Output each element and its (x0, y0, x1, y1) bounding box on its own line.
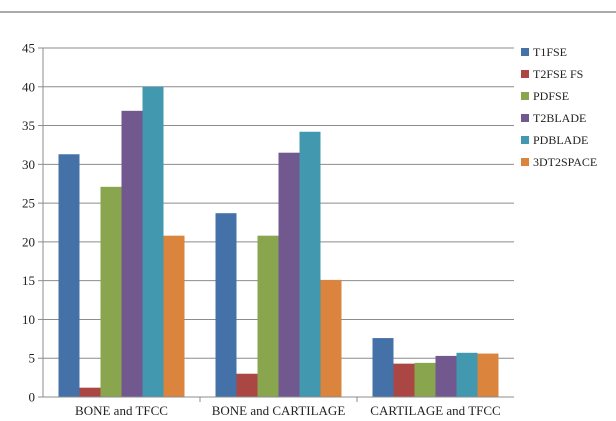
y-tick-label: 35 (22, 118, 35, 133)
legend-swatch (521, 158, 529, 166)
bar (435, 355, 457, 397)
legend-swatch (521, 136, 529, 144)
legend-swatch (521, 70, 529, 78)
x-category-label: CARTILAGE and TFCC (370, 403, 500, 418)
legend-label: T2BLADE (533, 111, 586, 125)
y-tick-label: 15 (22, 273, 35, 288)
x-category-label: BONE and TFCC (75, 403, 168, 418)
y-tick-label: 25 (22, 196, 35, 211)
y-tick-label: 45 (22, 41, 35, 56)
bar (79, 387, 101, 397)
bar (58, 154, 80, 397)
bar (100, 186, 122, 397)
bar (299, 131, 321, 397)
bar (477, 353, 499, 397)
legend-label: T2FSE FS (533, 67, 583, 81)
bar (236, 373, 258, 397)
x-category-label: BONE and CARTILAGE (212, 403, 346, 418)
bar (393, 363, 415, 397)
legend-label: PDBLADE (533, 133, 588, 147)
bar (456, 352, 478, 397)
bar (121, 110, 143, 397)
y-tick-label: 10 (22, 312, 35, 327)
legend-label: 3DT2SPACE (533, 155, 597, 169)
bar (215, 213, 237, 397)
legend-label: T1FSE (533, 45, 567, 59)
bar (163, 235, 185, 397)
y-tick-label: 0 (29, 390, 36, 405)
y-tick-label: 5 (29, 351, 36, 366)
axes: 0 5 10 15 20 25 30 35 40 45 BONE and TFCC BONE and … (22, 41, 514, 418)
y-tick-label: 40 (22, 79, 35, 94)
legend-label: PDFSE (533, 89, 569, 103)
bar (414, 362, 436, 397)
bar (257, 235, 279, 397)
legend-swatch (521, 92, 529, 100)
bar (320, 279, 342, 397)
y-tick-label: 30 (22, 157, 35, 172)
legend-swatch (521, 114, 529, 122)
bar (372, 338, 394, 397)
bar (142, 86, 164, 398)
y-tick-label: 20 (22, 234, 35, 249)
bars (58, 86, 499, 398)
legend-swatch (521, 48, 529, 56)
bar (278, 152, 300, 397)
legend: T1FSE T2FSE FS PDFSE T2BLADE PDBLADE 3DT2SPAC… (521, 45, 597, 169)
